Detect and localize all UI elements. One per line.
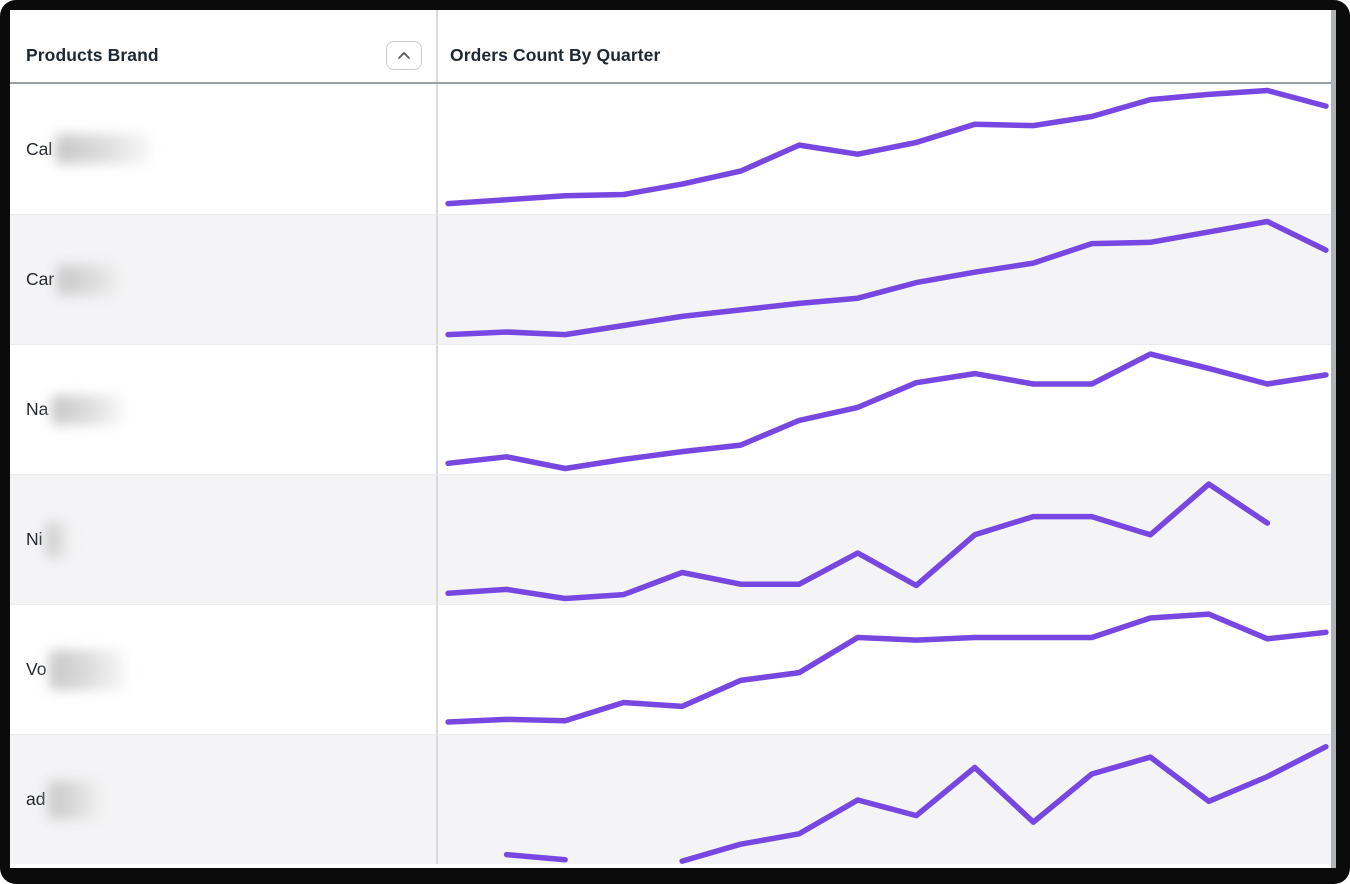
brand-label: Na [26, 399, 49, 419]
brand-label: Vo [26, 659, 47, 679]
orders-count-header-label: Orders Count By Quarter [450, 44, 661, 65]
sparkline-cell [438, 605, 1336, 734]
products-brand-header-label: Products Brand [26, 44, 159, 65]
redacted-brand-text [48, 780, 109, 819]
sparkline-path [445, 87, 1329, 207]
sparkline-path [445, 611, 1329, 725]
brand-cell[interactable]: Cal [10, 84, 438, 214]
sparkline-cell [438, 475, 1336, 604]
redacted-brand-text [51, 394, 124, 425]
redacted-brand-text [49, 649, 126, 690]
column-header-products-brand[interactable]: Products Brand [10, 10, 438, 82]
brand-cell[interactable]: ad [10, 735, 438, 864]
table-row: Car [10, 214, 1336, 344]
sparkline-cell [438, 735, 1336, 864]
sparkline-path [679, 743, 1329, 864]
sparkline-path [503, 851, 568, 863]
table-row: Cal [10, 84, 1336, 214]
brand-label: Ni [26, 529, 43, 549]
sparkline-path [445, 351, 1329, 472]
sparkline-path [445, 481, 1271, 602]
vertical-scrollbar[interactable] [1331, 10, 1336, 868]
table-header-row: Products Brand Orders Count By Quarter [10, 10, 1336, 84]
sparkline-cell [438, 345, 1336, 474]
brand-label: Cal [26, 138, 53, 159]
sparkline-cell [438, 84, 1336, 214]
brand-cell[interactable]: Vo [10, 605, 438, 734]
table-card: Products Brand Orders Count By Quarter C… [10, 10, 1336, 868]
redacted-brand-text [55, 134, 151, 164]
table-row: Na [10, 344, 1336, 474]
brand-cell[interactable]: Car [10, 215, 438, 344]
redacted-brand-text [57, 264, 130, 295]
table-row: Ni [10, 474, 1336, 604]
table-row: Vo [10, 604, 1336, 734]
sort-ascending-button[interactable] [386, 40, 422, 70]
sparkline-path [445, 218, 1329, 338]
brand-label: Car [26, 269, 55, 289]
brand-cell[interactable]: Na [10, 345, 438, 474]
sparkline-cell [438, 215, 1336, 344]
table-body: Cal Car Na Ni Vo ad [10, 84, 1336, 868]
chevron-up-icon [397, 51, 411, 60]
table-row: ad [10, 734, 1336, 864]
brand-cell[interactable]: Ni [10, 475, 438, 604]
column-header-orders-count-by-quarter[interactable]: Orders Count By Quarter [438, 10, 1336, 82]
brand-label: ad [26, 789, 46, 809]
redacted-brand-text [45, 521, 72, 558]
